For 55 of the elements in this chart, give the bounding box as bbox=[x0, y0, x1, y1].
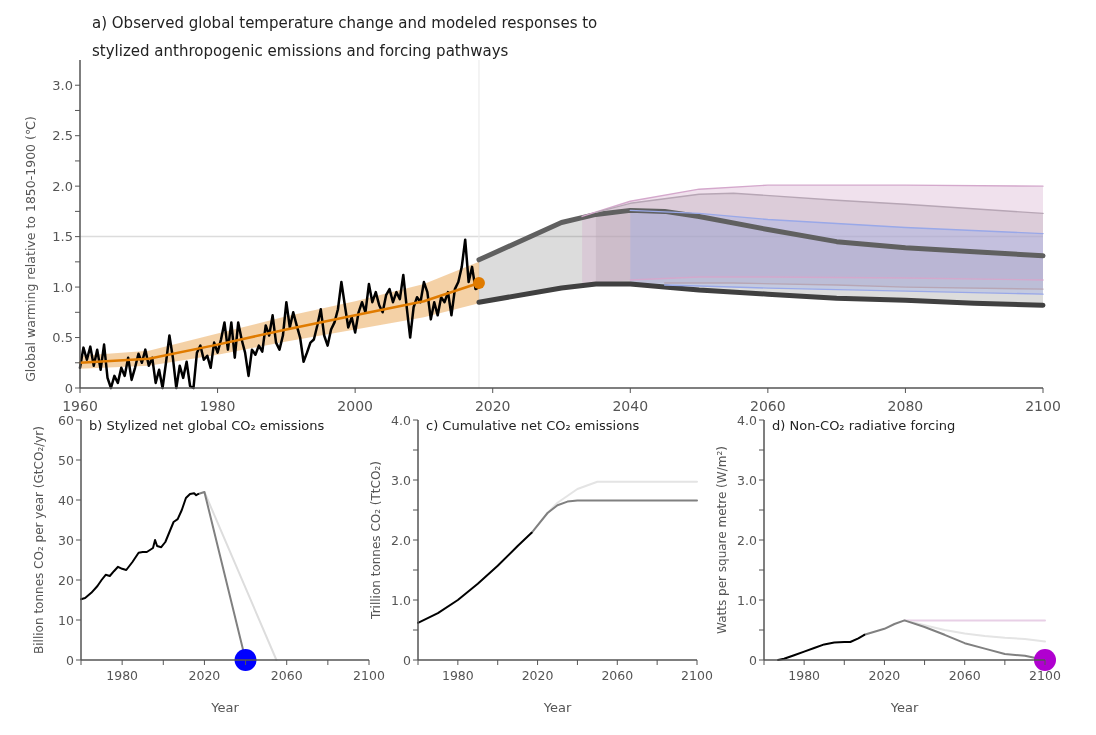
y-tick-label: 3.0 bbox=[52, 77, 73, 93]
x-tick-label: 2020 bbox=[188, 668, 221, 683]
x-tick-label: 2020 bbox=[868, 668, 901, 683]
x-tick-label: 1980 bbox=[788, 668, 821, 683]
y-tick-label: 3.0 bbox=[737, 472, 758, 488]
y-axis-title: Watts per square metre (W/m²) bbox=[715, 446, 729, 634]
y-axis-title: Global warming relative to 1850-1900 (℃) bbox=[23, 116, 38, 382]
x-axis-title: Year bbox=[542, 700, 572, 715]
x-tick-label: 2020 bbox=[521, 668, 554, 683]
y-tick-label: 1.5 bbox=[52, 229, 73, 245]
x-tick-label: 2000 bbox=[337, 398, 373, 414]
y-tick-label: 0 bbox=[66, 652, 75, 668]
y-tick-label: 4.0 bbox=[391, 412, 412, 428]
y-tick-label: 1.0 bbox=[391, 592, 412, 608]
chart-title: b) Stylized net global CO₂ emissions bbox=[89, 418, 325, 433]
y-tick-label: 1.0 bbox=[737, 592, 758, 608]
y-tick-label: 50 bbox=[58, 452, 75, 468]
x-tick-label: 2080 bbox=[887, 398, 924, 414]
x-tick-label: 2060 bbox=[948, 668, 981, 683]
x-tick-label: 2060 bbox=[750, 398, 786, 414]
y-tick-label: 3.0 bbox=[391, 472, 412, 488]
y-tick-label: 10 bbox=[58, 612, 75, 628]
y-tick-label: 0 bbox=[64, 380, 73, 396]
y-tick-label: 0.5 bbox=[52, 330, 73, 346]
y-tick-label: 2.5 bbox=[52, 128, 73, 144]
x-tick-label: 1980 bbox=[441, 668, 474, 683]
x-axis-title: Year bbox=[889, 700, 919, 715]
y-tick-label: 40 bbox=[58, 492, 75, 508]
y-tick-label: 2.0 bbox=[391, 532, 412, 548]
x-tick-label: 1960 bbox=[62, 398, 98, 414]
chart-title: a) Observed global temperature change and modeled responses to stylized anthropogenic emissions and forcing pathways bbox=[92, 14, 598, 60]
x-tick-label: 1980 bbox=[199, 398, 236, 414]
x-tick-label: 1980 bbox=[106, 668, 139, 683]
y-tick-label: 2.0 bbox=[52, 178, 73, 194]
x-tick-label: 2100 bbox=[1029, 668, 1061, 683]
x-tick-label: 2100 bbox=[681, 668, 713, 683]
y-tick-label: 30 bbox=[58, 532, 75, 548]
y-tick-label: 60 bbox=[58, 412, 75, 428]
x-tick-label: 2100 bbox=[1025, 398, 1061, 414]
x-tick-label: 2040 bbox=[612, 398, 649, 414]
x-tick-label: 2060 bbox=[601, 668, 634, 683]
y-tick-label: 20 bbox=[58, 572, 75, 588]
y-tick-label: 1.0 bbox=[52, 279, 73, 295]
chart-title: c) Cumulative net CO₂ emissions bbox=[426, 418, 640, 433]
chart-title: d) Non-CO₂ radiative forcing bbox=[772, 418, 956, 433]
y-axis-title: Billion tonnes CO₂ per year (GtCO₂/yr) bbox=[32, 426, 46, 654]
y-tick-label: 4.0 bbox=[737, 412, 758, 428]
y-axis-title: Trillion tonnes CO₂ (TtCO₂) bbox=[369, 461, 383, 620]
x-tick-label: 2020 bbox=[474, 398, 511, 414]
x-axis-title: Year bbox=[210, 700, 240, 715]
x-tick-label: 2060 bbox=[270, 668, 303, 683]
y-tick-label: 0 bbox=[403, 652, 412, 668]
y-tick-label: 0 bbox=[749, 652, 758, 668]
y-tick-label: 2.0 bbox=[737, 532, 758, 548]
x-tick-label: 2100 bbox=[353, 668, 385, 683]
